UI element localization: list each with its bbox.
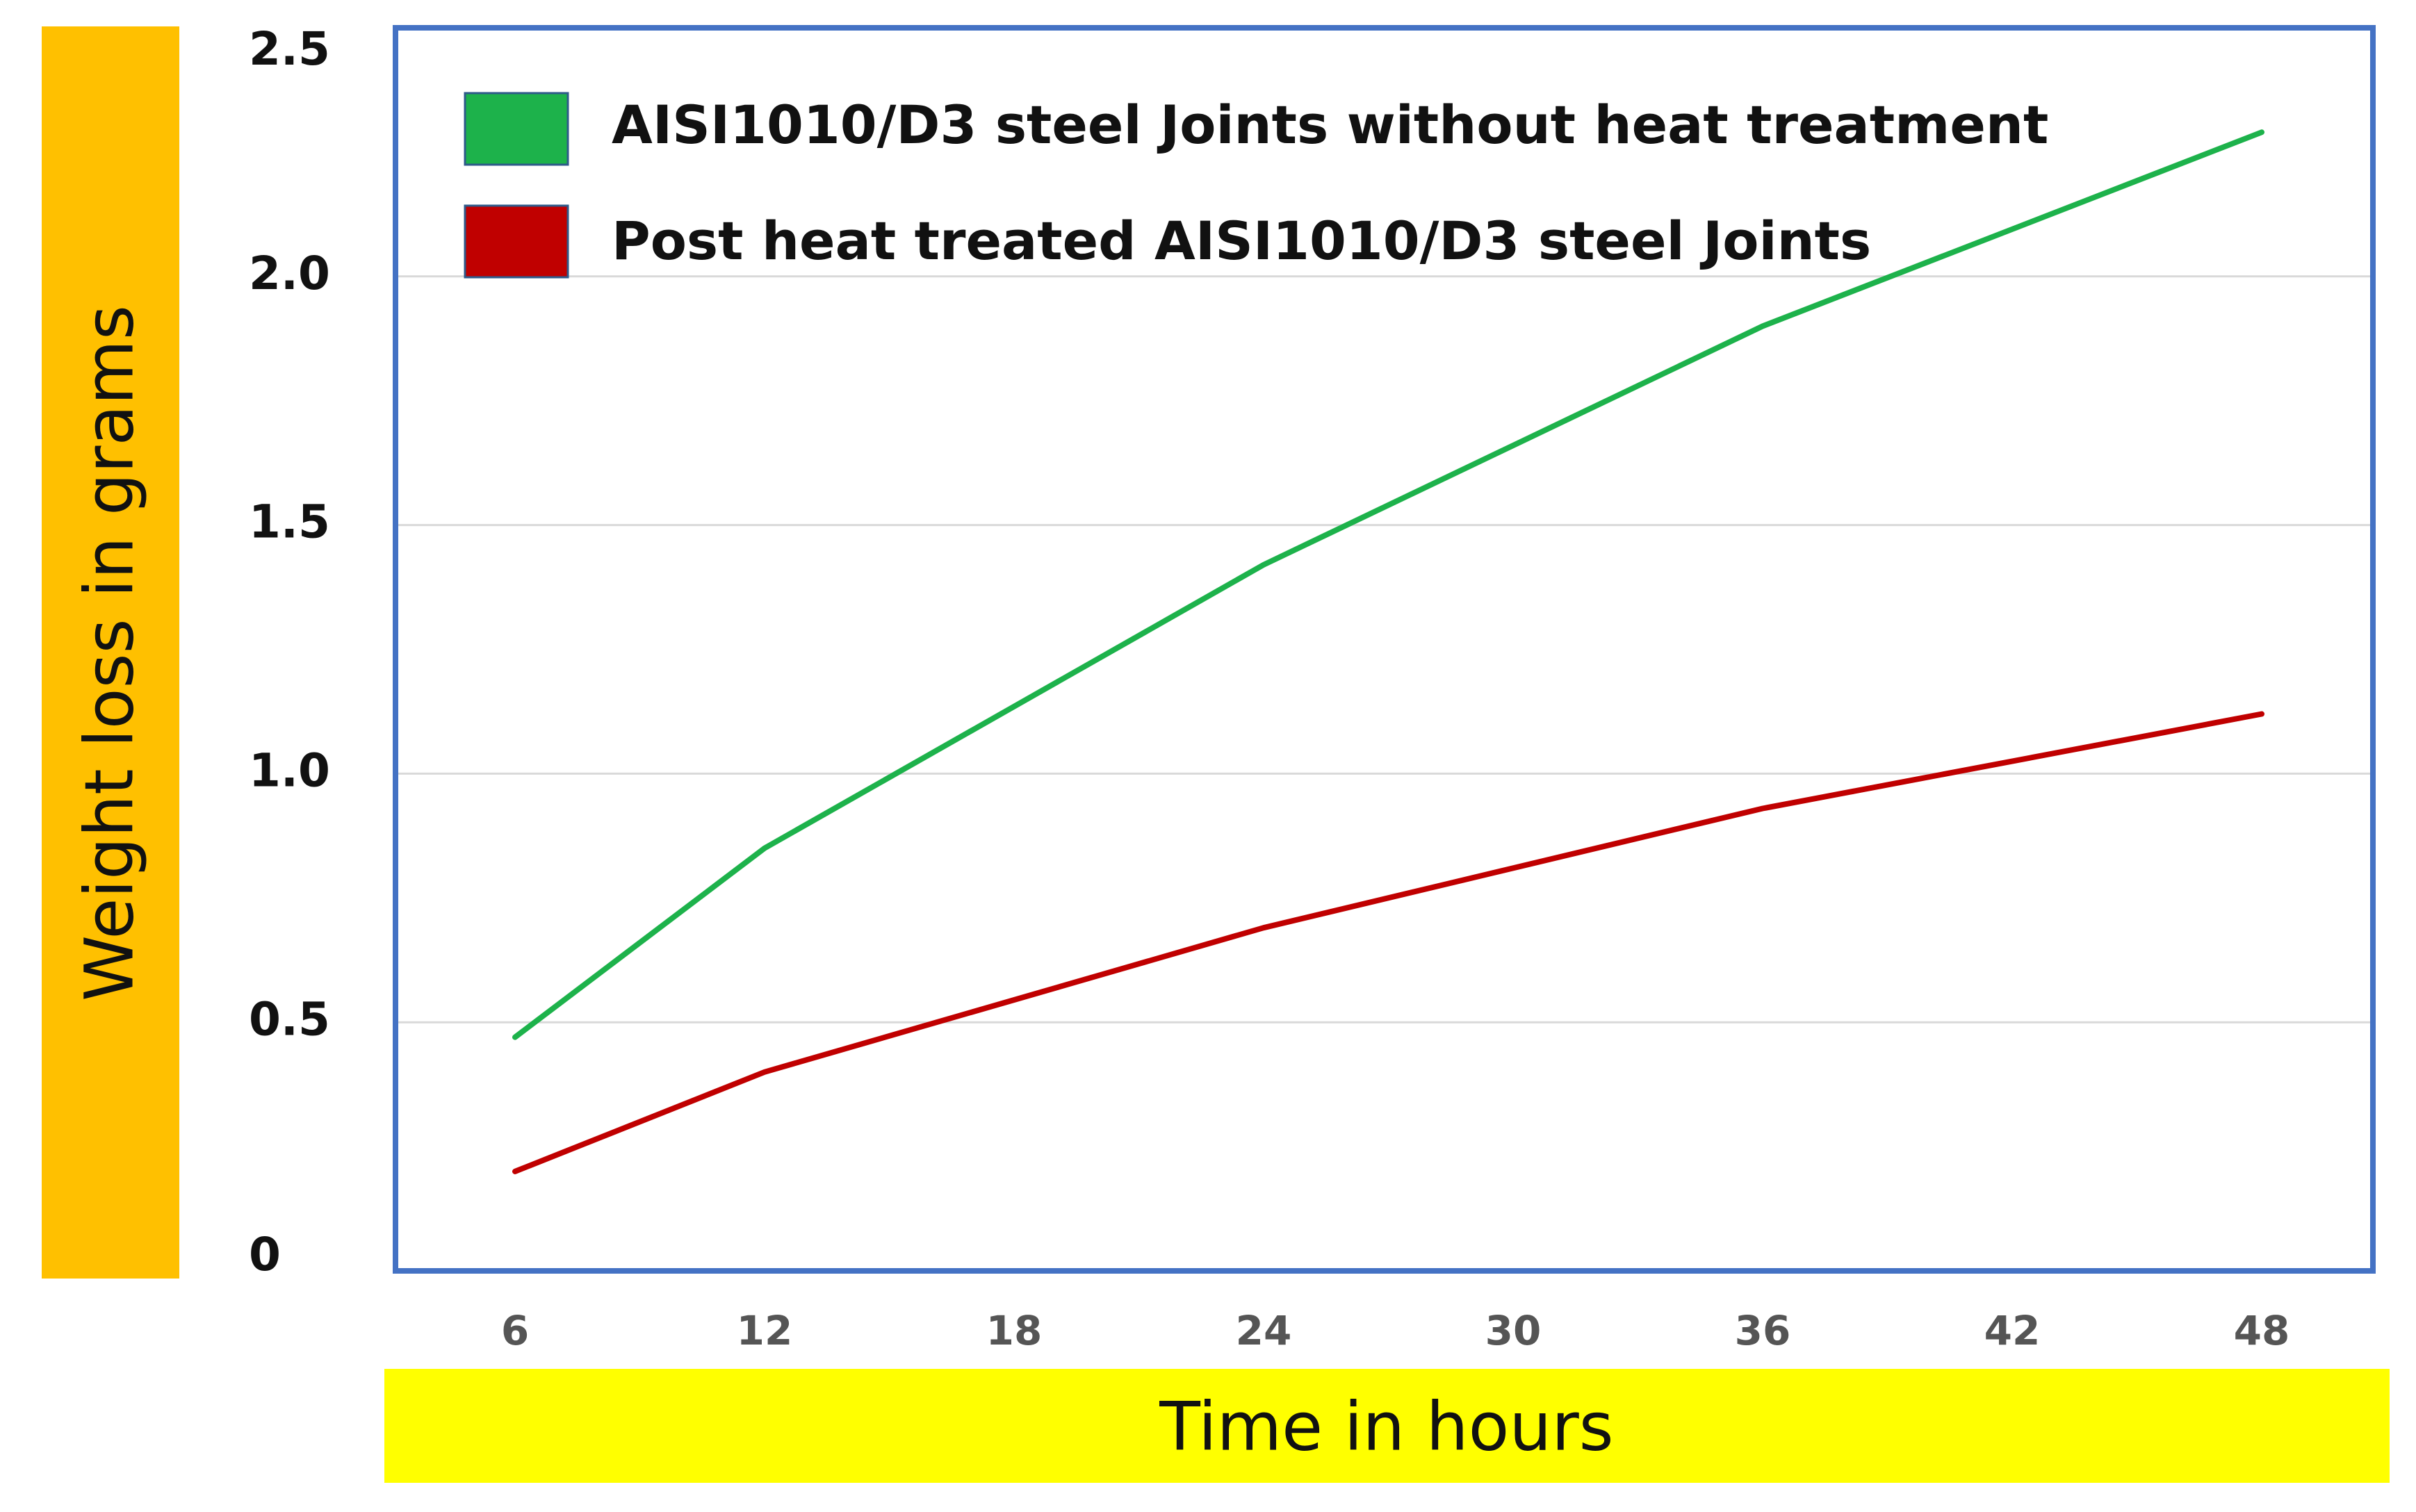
legend: AISI1010/D3 steel Joints without heat tr… xyxy=(464,92,2048,279)
legend-label-series-2: Post heat treated AISI1010/D3 steel Join… xyxy=(612,210,1871,272)
x-tick-label-7: 48 xyxy=(2234,1307,2290,1354)
x-axis-title: Time in hours xyxy=(1159,1388,1613,1465)
x-tick-label-1: 12 xyxy=(737,1307,793,1354)
x-tick-label-5: 36 xyxy=(1735,1307,1791,1354)
x-tick-label-4: 30 xyxy=(1485,1307,1542,1354)
y-tick-label-3: 1.5 xyxy=(249,495,330,549)
gridlines xyxy=(395,275,2373,1024)
x-tick-label-6: 42 xyxy=(1984,1307,2041,1354)
series-line-2 xyxy=(512,711,2264,1174)
x-tick-labels: 6 12 18 24 30 36 42 48 xyxy=(501,1307,2290,1354)
series-lines xyxy=(512,129,2264,1174)
x-tick-label-3: 24 xyxy=(1236,1307,1292,1354)
y-tick-label-0: 0 xyxy=(249,1228,281,1281)
y-tick-label-2: 1.0 xyxy=(249,743,330,797)
x-tick-label-0: 6 xyxy=(501,1307,529,1354)
xlabel-background xyxy=(384,1369,2390,1483)
y-axis-title: Weight loss in grams xyxy=(70,305,148,1001)
legend-label-series-1: AISI1010/D3 steel Joints without heat tr… xyxy=(612,94,2048,156)
x-tick-label-2: 18 xyxy=(986,1307,1043,1354)
legend-swatch-series-2 xyxy=(464,204,569,279)
y-tick-label-5: 2.5 xyxy=(249,22,330,76)
series-line-1 xyxy=(512,129,2264,1040)
ylabel-background xyxy=(42,26,179,1279)
legend-swatch-series-1 xyxy=(464,92,569,166)
y-tick-label-4: 2.0 xyxy=(249,247,330,300)
y-tick-label-1: 0.5 xyxy=(249,992,330,1046)
y-tick-labels: 0 0.5 1.0 1.5 2.0 2.5 xyxy=(249,22,330,1281)
